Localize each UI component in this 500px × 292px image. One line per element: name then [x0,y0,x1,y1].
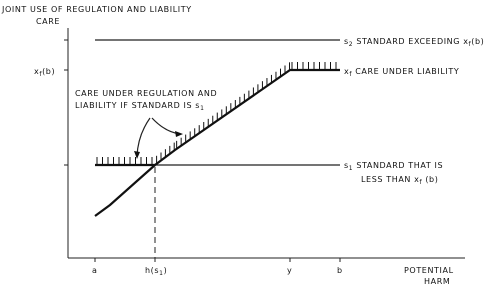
axes [64,28,465,262]
hatching [95,62,337,167]
text-segment: h(s [145,266,159,275]
text-segment: ) [164,266,168,275]
subscript: f [419,179,422,186]
x-tick-label: a [92,266,98,275]
x-tick-label: b [337,266,343,275]
text-segment: y [287,266,292,275]
subscript: 1 [349,165,353,172]
subscript: f [39,71,42,78]
arrows [134,117,183,159]
subscript: 1 [159,270,163,277]
line-label: s2 STANDARD EXCEEDING xf(b) [344,37,484,48]
y-tick-label: xf(b) [34,67,55,78]
text-segment: LIABILITY IF STANDARD IS s [75,101,200,110]
text-segment: a [92,266,98,275]
subscript: 1 [200,105,204,112]
text-segment: b [337,266,343,275]
text-segment: LESS THAN x [361,175,419,184]
title: JOINT USE OF REGULATION AND LIABILITY [1,5,192,14]
line-label: s1 STANDARD THAT IS [344,161,443,172]
text-segment: (b) [422,175,438,184]
x-tick-label: y [287,266,292,275]
text-segment: s [344,161,349,170]
y-axis-label: CARE [36,17,60,26]
annotation: CARE UNDER REGULATION AND [75,89,217,98]
subscript: f [349,71,352,78]
liability-curve [94,68,340,217]
x-axis-label: HARM [424,277,450,286]
text-segment: CARE UNDER REGULATION AND [75,89,217,98]
text-segment: x [34,67,39,76]
annotation: LIABILITY IF STANDARD IS s1 [75,101,205,112]
subscript: 2 [349,41,353,48]
text-segment: STANDARD THAT IS [353,161,443,170]
text-segment: x [344,67,349,76]
text-segment: CARE UNDER LIABILITY [352,67,459,76]
text-segment: STANDARD EXCEEDING x [353,37,468,46]
x-tick-label: h(s1) [145,266,167,277]
x-axis-label: POTENTIAL [404,266,454,275]
subscript: f [469,41,472,48]
line-label: xf CARE UNDER LIABILITY [344,67,459,78]
text-segment: (b) [42,67,55,76]
line-label: LESS THAN xf (b) [361,175,438,186]
text-segment: s [344,37,349,46]
text-segment: (b) [471,37,484,46]
